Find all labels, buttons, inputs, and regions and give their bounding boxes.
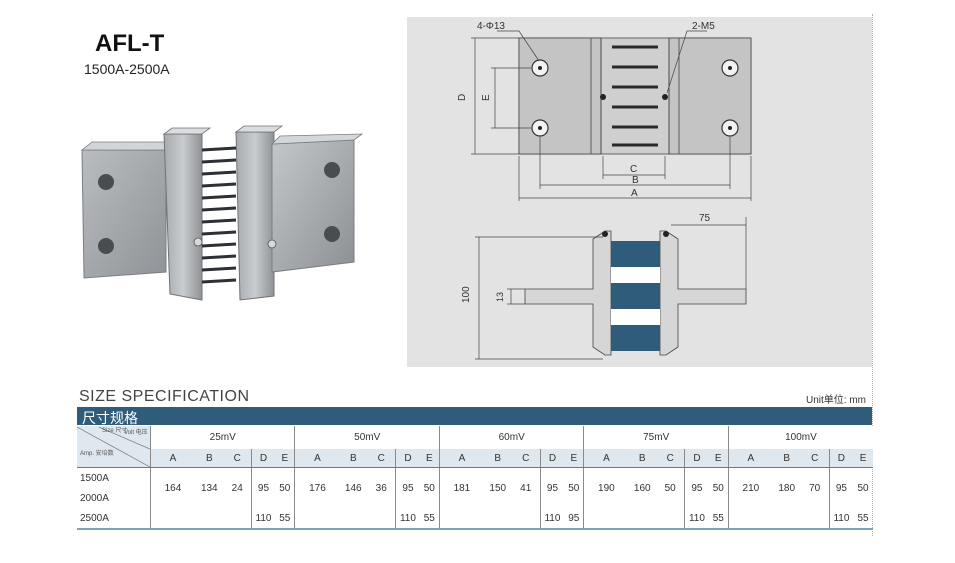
spec-heading-cn: 尺寸规格 <box>82 410 138 426</box>
dim-e-label: E <box>481 94 492 101</box>
table-cell: 55 <box>853 508 873 530</box>
table-cell: 150 <box>489 482 507 494</box>
volt-header: 100mV <box>728 426 873 449</box>
table-cell: 164 <box>164 482 182 494</box>
table-cell: 110 <box>395 508 420 530</box>
dim-b-label: B <box>632 175 639 186</box>
col-header: B <box>194 449 224 468</box>
col-header: B <box>772 449 801 468</box>
spec-heading: SIZE SPECIFICATION <box>79 388 250 405</box>
col-header: D <box>251 449 276 468</box>
table-cell: 190 <box>598 482 615 494</box>
dim-13-label: 13 <box>495 292 505 302</box>
volt-header: 75mV <box>583 426 729 449</box>
col-header: A <box>583 449 629 468</box>
table-cell: 24 <box>223 467 252 508</box>
unit-note: Unit单位: mm <box>806 395 866 406</box>
dim-a-label: A <box>631 188 638 199</box>
col-header: D <box>684 449 709 468</box>
col-header: C <box>800 449 830 468</box>
table-cell: 55 <box>708 508 729 530</box>
corner-amp-label: Amp. 安培数 <box>80 450 114 457</box>
col-header: E <box>708 449 729 468</box>
col-header: A <box>294 449 340 468</box>
table-cell: 110 <box>540 508 565 530</box>
volt-header: 60mV <box>439 426 585 449</box>
spec-table: Size 尺寸 Volt 电压 Amp. 安培数 25mV 50mV 60mV … <box>77 426 873 530</box>
table-cell: 210 <box>742 482 760 494</box>
table-cell: 55 <box>419 508 440 530</box>
col-header: C <box>511 449 541 468</box>
col-header: D <box>395 449 420 468</box>
col-header: E <box>564 449 585 468</box>
col-header: A <box>728 449 773 468</box>
screws-label: 2-M5 <box>692 21 715 32</box>
amp-label: 1500A <box>77 467 151 488</box>
dim-c-label: C <box>630 164 637 175</box>
table-cell: 95 <box>402 482 414 494</box>
side-view <box>524 230 747 356</box>
col-header: E <box>419 449 440 468</box>
table-cell: 110 <box>684 508 709 530</box>
corner-volt-label: Volt 电压 <box>124 429 148 436</box>
table-cell: 146 <box>344 482 362 494</box>
volt-header: 50mV <box>294 426 440 449</box>
product-title: AFL-T <box>95 30 165 57</box>
col-header: C <box>367 449 397 468</box>
col-header: D <box>540 449 565 468</box>
col-header: A <box>439 449 484 468</box>
col-header: D <box>829 449 854 468</box>
corner-size-label: Size 尺寸 <box>102 427 128 434</box>
table-cell: 176 <box>309 482 326 494</box>
col-header: B <box>483 449 512 468</box>
table-cell: 180 <box>778 482 796 494</box>
col-header: C <box>223 449 252 468</box>
table-cell: 50 <box>708 467 729 508</box>
technical-drawing: 4-Φ13 2-M5 D E C B A <box>407 17 872 367</box>
volt-header: 25mV <box>150 426 296 449</box>
table-cell: 95 <box>564 508 585 530</box>
table-cell: 110 <box>829 508 854 530</box>
table-cell: 95 <box>835 482 847 494</box>
col-header: E <box>853 449 873 468</box>
table-cell: 36 <box>367 467 397 508</box>
col-header: E <box>275 449 296 468</box>
dim-d-label: D <box>457 94 468 101</box>
table-cell: 181 <box>453 482 471 494</box>
table-corner-cell: Size 尺寸 Volt 电压 Amp. 安培数 <box>77 426 151 468</box>
table-cell: 50 <box>564 467 585 508</box>
col-header: A <box>150 449 195 468</box>
table-cell: 95 <box>257 482 270 494</box>
product-photo <box>80 125 364 301</box>
top-view <box>518 37 752 155</box>
table-cell: 95 <box>546 482 559 494</box>
holes-label: 4-Φ13 <box>477 21 505 32</box>
page-edge-line <box>872 14 873 536</box>
table-cell: 50 <box>275 467 296 508</box>
table-cell: 134 <box>200 482 218 494</box>
amp-label: 2500A <box>77 508 151 530</box>
table-cell: 55 <box>275 508 296 530</box>
col-header: B <box>339 449 368 468</box>
dim-75-label: 75 <box>699 213 711 224</box>
table-cell: 50 <box>857 482 869 494</box>
product-range: 1500A-2500A <box>84 61 170 77</box>
table-cell: 70 <box>800 467 830 508</box>
spec-cn-band: 尺寸规格 <box>77 407 872 426</box>
table-cell: 95 <box>691 482 703 494</box>
amp-label: 2000A <box>77 488 151 508</box>
table-cell: 50 <box>419 467 440 508</box>
table-cell: 41 <box>511 467 541 508</box>
col-header: B <box>628 449 657 468</box>
col-header: C <box>656 449 686 468</box>
table-cell: 160 <box>633 482 651 494</box>
table-cell: 110 <box>251 508 276 530</box>
table-cell: 50 <box>656 467 686 508</box>
dim-100-label: 100 <box>461 286 472 303</box>
